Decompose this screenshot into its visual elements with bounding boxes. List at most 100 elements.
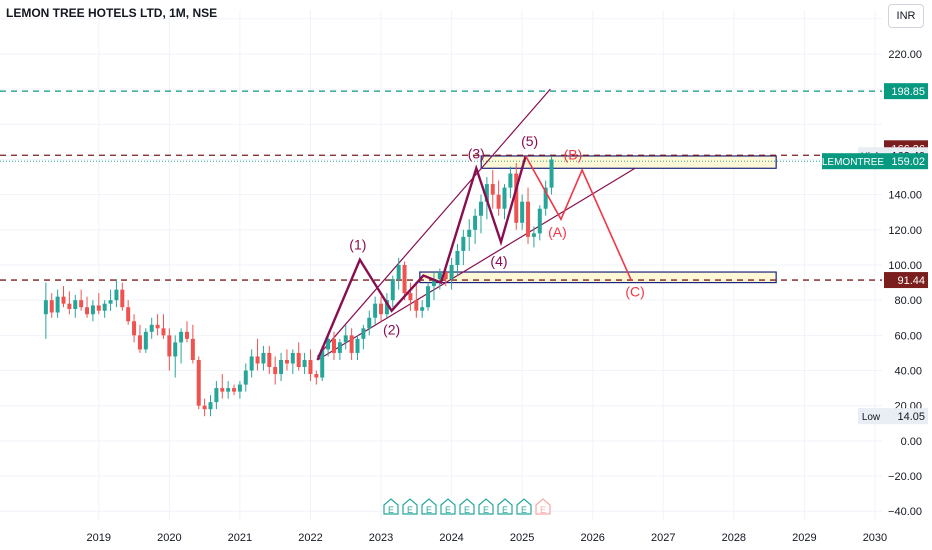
- candle-body: [379, 303, 384, 315]
- candle-body: [443, 272, 448, 280]
- candle-body: [302, 359, 307, 367]
- candle-body: [196, 359, 201, 406]
- candle-body: [349, 335, 354, 353]
- candle-body: [132, 321, 137, 336]
- level-price-tag: 91.44: [897, 275, 925, 287]
- currency-button[interactable]: INR: [888, 4, 924, 28]
- wave-label: (2): [383, 322, 400, 338]
- earnings-marker-label: E: [407, 505, 413, 515]
- candle-body: [49, 300, 54, 313]
- candle-body: [508, 173, 513, 188]
- candle-body: [531, 233, 536, 237]
- earnings-marker-label: E: [540, 505, 546, 515]
- candle-body: [67, 303, 72, 309]
- y-tick-label: 220.00: [888, 49, 922, 61]
- y-tick-label: 60.00: [894, 330, 922, 342]
- candle-body: [214, 388, 219, 403]
- candle-body: [426, 286, 431, 308]
- earnings-marker-icon: [383, 498, 399, 515]
- candle-body: [279, 359, 284, 375]
- x-tick-label: 2029: [792, 532, 816, 544]
- candle-body: [79, 300, 84, 308]
- x-tick-label: 2021: [228, 532, 252, 544]
- level-price-tag-bg: [884, 83, 928, 100]
- y-tick-label: 80.00: [894, 295, 922, 307]
- earnings-marker-label: E: [521, 505, 527, 515]
- candle-body: [137, 335, 142, 350]
- candle-body: [449, 265, 454, 280]
- candle-body: [467, 229, 472, 237]
- candle-body: [237, 384, 242, 392]
- candle-body: [520, 201, 525, 223]
- candle-body: [478, 201, 483, 216]
- level-price-tag-bg: [884, 272, 928, 289]
- candle-body: [120, 289, 125, 308]
- low-price-tag-bg: [884, 408, 928, 425]
- candle-body: [361, 328, 366, 339]
- earnings-marker-icon: [440, 498, 456, 515]
- candle-body: [331, 338, 336, 353]
- earnings-marker-icon: [516, 498, 532, 515]
- candle-body: [261, 352, 266, 364]
- candle-body: [284, 359, 289, 364]
- candle-body: [526, 201, 531, 237]
- low-name: Low: [862, 412, 881, 423]
- candle-body: [232, 388, 237, 392]
- candle-body: [549, 159, 554, 188]
- candle-body: [85, 307, 90, 315]
- y-tick-label: −40.00: [888, 506, 922, 518]
- candle-body: [537, 208, 542, 234]
- y-tick-label: 100.00: [888, 260, 922, 272]
- y-tick-label: 0.00: [901, 436, 922, 448]
- candle-body: [167, 335, 172, 357]
- zone-box: [419, 271, 777, 284]
- candle-body: [102, 303, 107, 311]
- candle-body: [314, 374, 319, 378]
- x-tick-label: 2024: [439, 532, 463, 544]
- candle-body: [308, 359, 313, 375]
- candle-body: [431, 279, 436, 287]
- x-tick-label: 2026: [580, 532, 604, 544]
- candle-body: [155, 324, 160, 329]
- earnings-marker-icon: [497, 498, 513, 515]
- low-price-tag: 14.05: [897, 411, 925, 423]
- candle-body: [290, 352, 295, 364]
- candle-body: [473, 215, 478, 230]
- candle-body: [184, 331, 189, 339]
- candle-body: [396, 265, 401, 280]
- earnings-marker-icon: [402, 498, 418, 515]
- x-tick-label: 2020: [157, 532, 181, 544]
- x-tick-label: 2019: [87, 532, 111, 544]
- candle-body: [108, 300, 113, 304]
- candle-body: [202, 405, 207, 410]
- candle-body: [320, 349, 325, 378]
- candle-body: [90, 305, 95, 315]
- earnings-marker-label: E: [483, 505, 489, 515]
- candle-body: [161, 328, 166, 336]
- candle-body: [484, 184, 489, 202]
- symbol-title: LEMON TREE HOTELS LTD, 1M, NSE: [6, 6, 218, 20]
- y-tick-label: −20.00: [888, 471, 922, 483]
- candle-body: [402, 265, 407, 294]
- candle-body: [496, 194, 501, 209]
- candle-body: [190, 338, 195, 360]
- projection-label: (C): [625, 284, 644, 300]
- current-price-tag-bg: [884, 153, 928, 170]
- candle-body: [390, 279, 395, 301]
- earnings-marker-label: E: [464, 505, 470, 515]
- candle-body: [179, 331, 184, 343]
- candle-body: [249, 356, 254, 371]
- wave-label: (3): [468, 145, 485, 161]
- candle-body: [414, 300, 419, 311]
- zone-box: [480, 155, 777, 169]
- candle-body: [226, 388, 231, 392]
- candle-body: [73, 300, 78, 309]
- wave-path: [316, 155, 527, 361]
- candle-body: [543, 187, 548, 209]
- candle-body: [296, 352, 301, 367]
- projection-label: (B): [564, 146, 583, 162]
- wave-label: (5): [521, 133, 538, 149]
- level-price-tag: 198.85: [891, 86, 925, 98]
- x-tick-label: 2028: [722, 532, 746, 544]
